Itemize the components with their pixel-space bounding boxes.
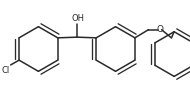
Text: Cl: Cl [1,66,10,75]
Text: O: O [156,25,163,34]
Text: OH: OH [71,14,84,23]
